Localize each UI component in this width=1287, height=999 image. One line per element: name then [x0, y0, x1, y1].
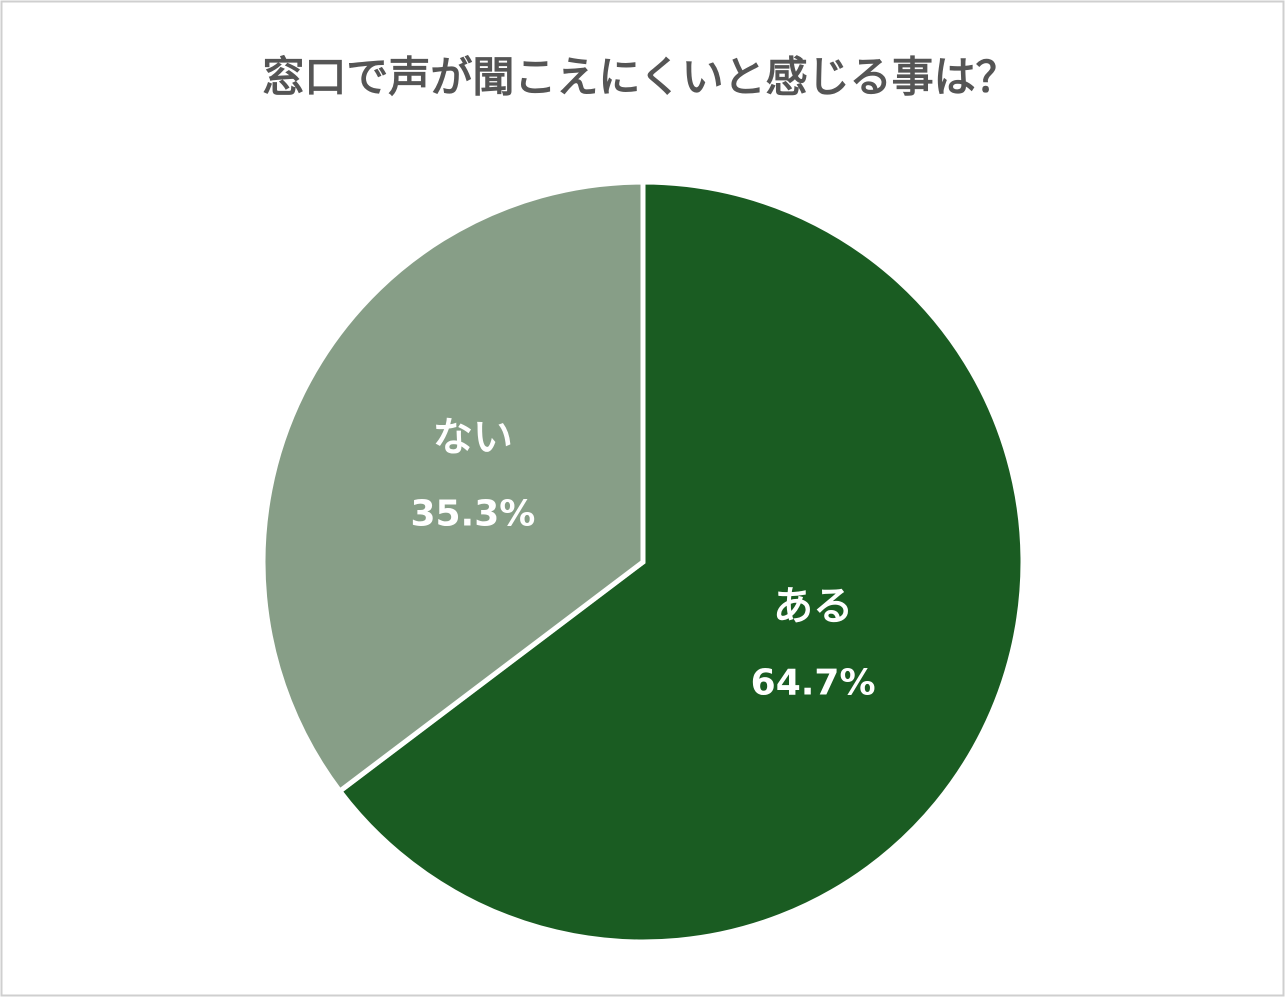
value-label: 35.3%: [410, 493, 535, 534]
pie-slice: [336, 179, 1026, 945]
slice-label: ない: [433, 414, 513, 460]
pie-slice: [260, 179, 646, 795]
slice-label: ある: [773, 584, 853, 630]
value-label: 64.7%: [751, 663, 876, 704]
chart-title: 窓口で声が聞こえにくいと感じる事は？: [262, 53, 1017, 102]
